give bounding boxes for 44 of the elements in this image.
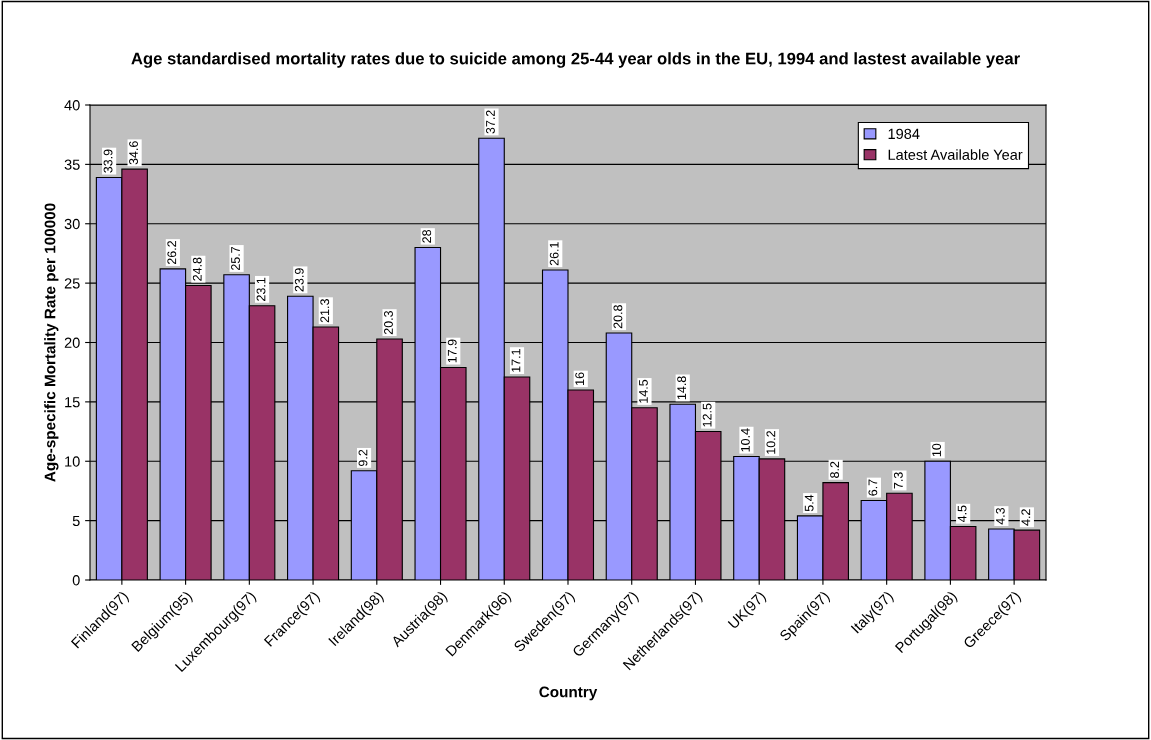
data-label: 21.3 [320, 299, 330, 323]
data-label: 20.8 [613, 305, 623, 329]
x-axis-title: Country [539, 686, 598, 701]
y-tick-label: 40 [64, 100, 80, 111]
data-label: 8.2 [830, 461, 840, 478]
y-tick-label: 10 [65, 456, 80, 467]
y-tick-label: 5 [72, 515, 80, 527]
data-label: 23.9 [294, 268, 304, 292]
data-label: 37.2 [486, 110, 495, 134]
data-label: 28 [422, 229, 432, 243]
data-label: 4.5 [957, 505, 967, 523]
data-label: 20.3 [384, 310, 393, 335]
data-label: 14.5 [639, 379, 648, 403]
data-label: 25.7 [231, 246, 240, 271]
data-label: 10.4 [740, 428, 750, 452]
y-tick-label: 0 [72, 575, 80, 586]
data-label: 4.3 [995, 507, 1005, 525]
data-label: 26.2 [167, 241, 177, 265]
data-label: 26.1 [549, 242, 559, 266]
data-label: 6.7 [868, 479, 878, 496]
y-tick-label: 20 [64, 337, 80, 348]
data-label: 17.9 [447, 339, 457, 363]
data-label: 10 [932, 443, 942, 457]
data-label: 23.1 [256, 277, 266, 301]
data-label: 5.4 [804, 494, 814, 512]
data-label: 9.2 [358, 449, 368, 466]
y-tick-label: 35 [64, 159, 80, 170]
y-tick-label: 15 [65, 397, 80, 408]
chart-title: Age standardised mortality rates due to suicide among 25-44 year olds in the EU, 1994 and lastest available year [131, 52, 1020, 68]
data-label: 4.2 [1021, 509, 1031, 526]
y-tick-label: 25 [64, 278, 80, 289]
data-label: 7.3 [893, 472, 903, 489]
data-label: 33.9 [103, 149, 113, 173]
data-label: 17.1 [511, 349, 521, 372]
legend-label: Latest Available Year [888, 149, 1023, 160]
data-label: 24.8 [192, 257, 202, 281]
y-axis-title: Age-specific Mortality Rate per 100000 [44, 203, 59, 482]
data-label: 16 [575, 372, 585, 385]
y-tick-label: 30 [64, 218, 80, 230]
legend-label: 1984 [888, 128, 920, 140]
data-label: 14.8 [677, 376, 687, 400]
data-label: 12.5 [702, 403, 712, 427]
data-label: 10.2 [766, 431, 776, 454]
data-label: 34.6 [129, 141, 138, 165]
